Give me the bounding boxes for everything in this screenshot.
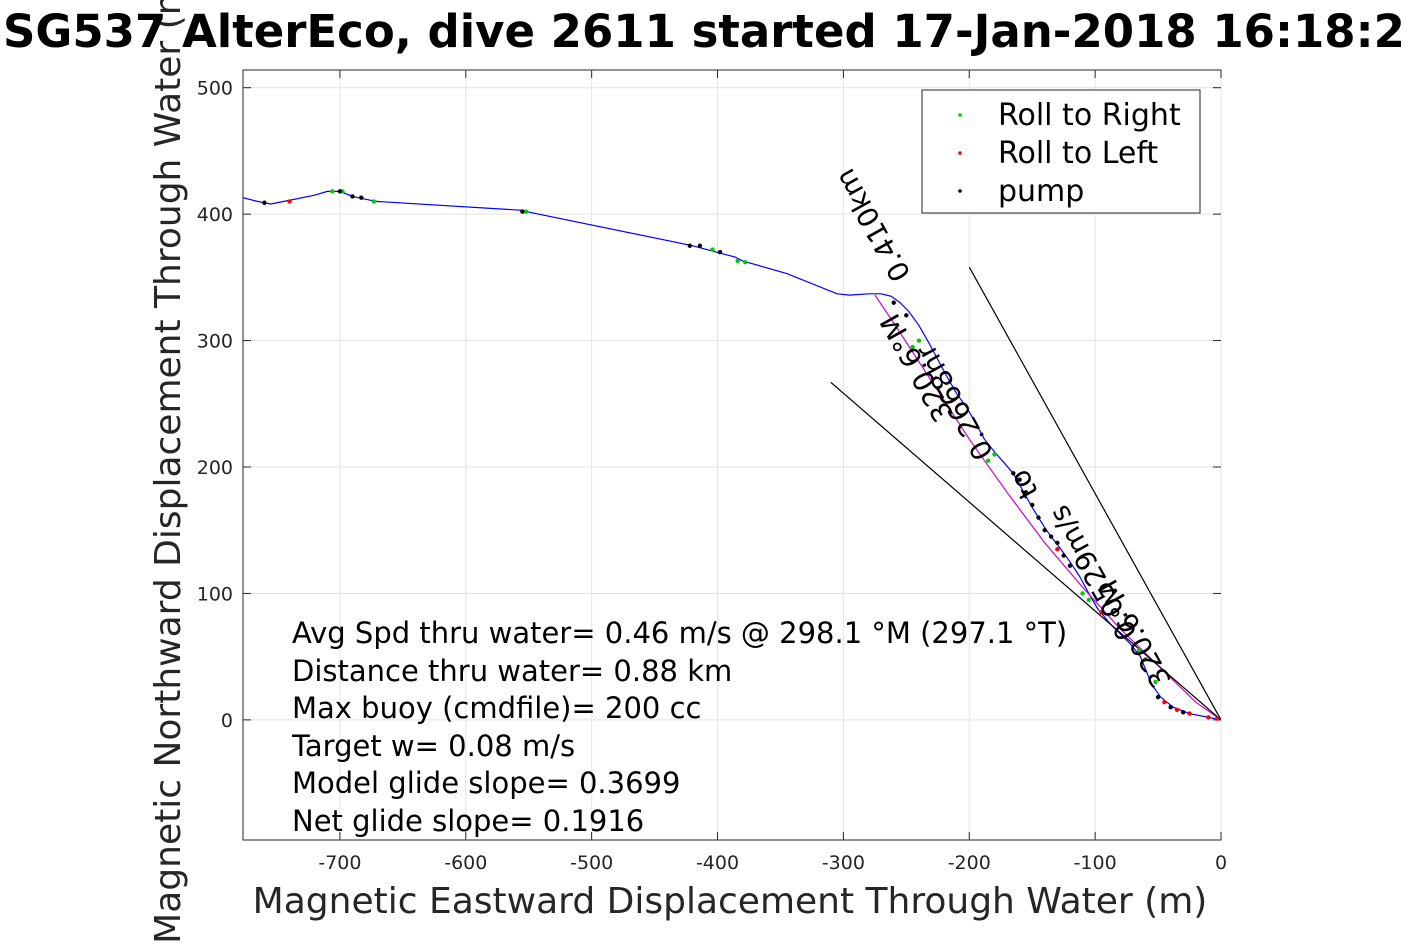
series-line-glide-cone-upper: [968, 266, 1221, 721]
marker-roll-right: [735, 258, 740, 264]
marker-pump: [891, 300, 896, 305]
x-tick-label: -500: [570, 852, 613, 874]
marker-pump: [359, 195, 364, 200]
series-lines: [243, 190, 1221, 721]
marker-pump: [1017, 477, 1022, 482]
legend-label-roll-left: Roll to Left: [998, 136, 1158, 171]
marker-pump: [687, 243, 693, 248]
marker-roll-right: [1136, 648, 1142, 653]
grid: [243, 70, 1222, 840]
x-tick-label: -700: [318, 852, 361, 874]
marker-roll-left: [1099, 610, 1104, 615]
marker-roll-right: [371, 199, 377, 204]
y-tick-label: 200: [197, 457, 233, 479]
dive-stats: Avg Spd thru water= 0.46 m/s @ 298.1 °M …: [291, 616, 1067, 838]
x-tick-label: -400: [696, 852, 739, 874]
marker-roll-right: [916, 338, 922, 343]
marker-roll-right: [1143, 656, 1148, 662]
y-tick-label: 400: [197, 204, 233, 226]
marker-roll-right: [710, 247, 715, 252]
marker-pump: [1155, 694, 1161, 700]
marker-pump: [1036, 515, 1041, 520]
legend-marker-pump: [958, 189, 962, 193]
legend-label-roll-right: Roll to Right: [998, 98, 1181, 133]
y-axis-ticks: 0 100 200 300 400 500: [197, 78, 1221, 732]
x-tick-label: 0: [1215, 852, 1227, 874]
marker-roll-left: [1215, 716, 1220, 721]
stat-net-glide-slope: Net glide slope= 0.1916: [292, 804, 644, 838]
marker-pump: [520, 209, 525, 214]
marker-pump: [262, 200, 267, 205]
x-tick-label: -600: [444, 852, 487, 874]
marker-pump: [1011, 471, 1016, 476]
marker-pump: [337, 189, 343, 194]
marker-roll-right: [910, 344, 915, 350]
x-tick-label: -300: [822, 852, 865, 874]
legend-marker-roll-left: [958, 151, 962, 155]
marker-roll-right: [743, 259, 748, 265]
x-axis-label: Magnetic Eastward Displacement Through W…: [253, 881, 1208, 922]
stat-distance: Distance thru water= 0.88 km: [292, 654, 732, 688]
y-tick-label: 500: [197, 78, 233, 100]
marker-roll-right: [992, 452, 997, 457]
marker-pump: [697, 243, 703, 248]
legend-label-pump: pump: [998, 174, 1084, 209]
marker-pump: [1029, 502, 1035, 508]
marker-pump: [350, 194, 355, 199]
stat-model-glide-slope: Model glide slope= 0.3699: [292, 766, 680, 800]
plot-content: [243, 189, 1221, 721]
marker-pump: [1181, 710, 1186, 715]
marker-roll-left: [1174, 707, 1180, 712]
marker-roll-left: [1055, 546, 1060, 552]
marker-pump: [1067, 563, 1073, 568]
marker-roll-right: [1080, 591, 1085, 596]
marker-pump: [904, 313, 909, 318]
legend-marker-roll-right: [958, 113, 962, 117]
marker-roll-left: [1187, 711, 1192, 716]
marker-pump: [1055, 540, 1060, 546]
stat-max-buoy: Max buoy (cmdfile)= 200 cc: [292, 691, 701, 725]
x-axis-ticks: -700 -600 -500 -400 -300 -200 -100 0: [318, 70, 1227, 874]
y-tick-label: 300: [197, 331, 233, 353]
x-tick-label: -100: [1074, 852, 1117, 874]
marker-pump: [1061, 553, 1066, 558]
marker-pump: [1048, 534, 1054, 539]
series-line-glide-cone-lower: [830, 381, 1221, 721]
series-markers: [262, 189, 1220, 721]
marker-pump: [1042, 528, 1047, 533]
y-tick-label: 0: [221, 710, 233, 732]
marker-roll-right: [330, 189, 335, 194]
legend: Roll to Right Roll to Left pump: [921, 89, 1201, 214]
marker-pump: [1168, 705, 1173, 710]
y-tick-label: 100: [197, 583, 233, 605]
marker-roll-left: [1162, 699, 1167, 705]
x-tick-label: -200: [948, 852, 991, 874]
series-line-heading-line: [874, 294, 1221, 721]
marker-roll-left: [1206, 715, 1211, 720]
stat-avg-speed: Avg Spd thru water= 0.46 m/s @ 298.1 °M …: [292, 616, 1067, 650]
marker-roll-right: [985, 458, 991, 463]
stat-target-w: Target w= 0.08 m/s: [291, 729, 575, 763]
marker-roll-right: [1086, 597, 1092, 602]
marker-pump: [1023, 490, 1029, 495]
marker-roll-right: [1153, 679, 1158, 685]
chart-title: SG537 AlterEco, dive 2611 started 17-Jan…: [3, 5, 1405, 58]
marker-roll-right: [524, 209, 529, 214]
marker-pump: [717, 249, 723, 255]
marker-roll-left: [287, 199, 292, 204]
legend-box: [921, 89, 1201, 214]
series-line-track: [243, 190, 1221, 721]
y-axis-label: Magnetic Northward Displacement Through …: [148, 0, 189, 944]
